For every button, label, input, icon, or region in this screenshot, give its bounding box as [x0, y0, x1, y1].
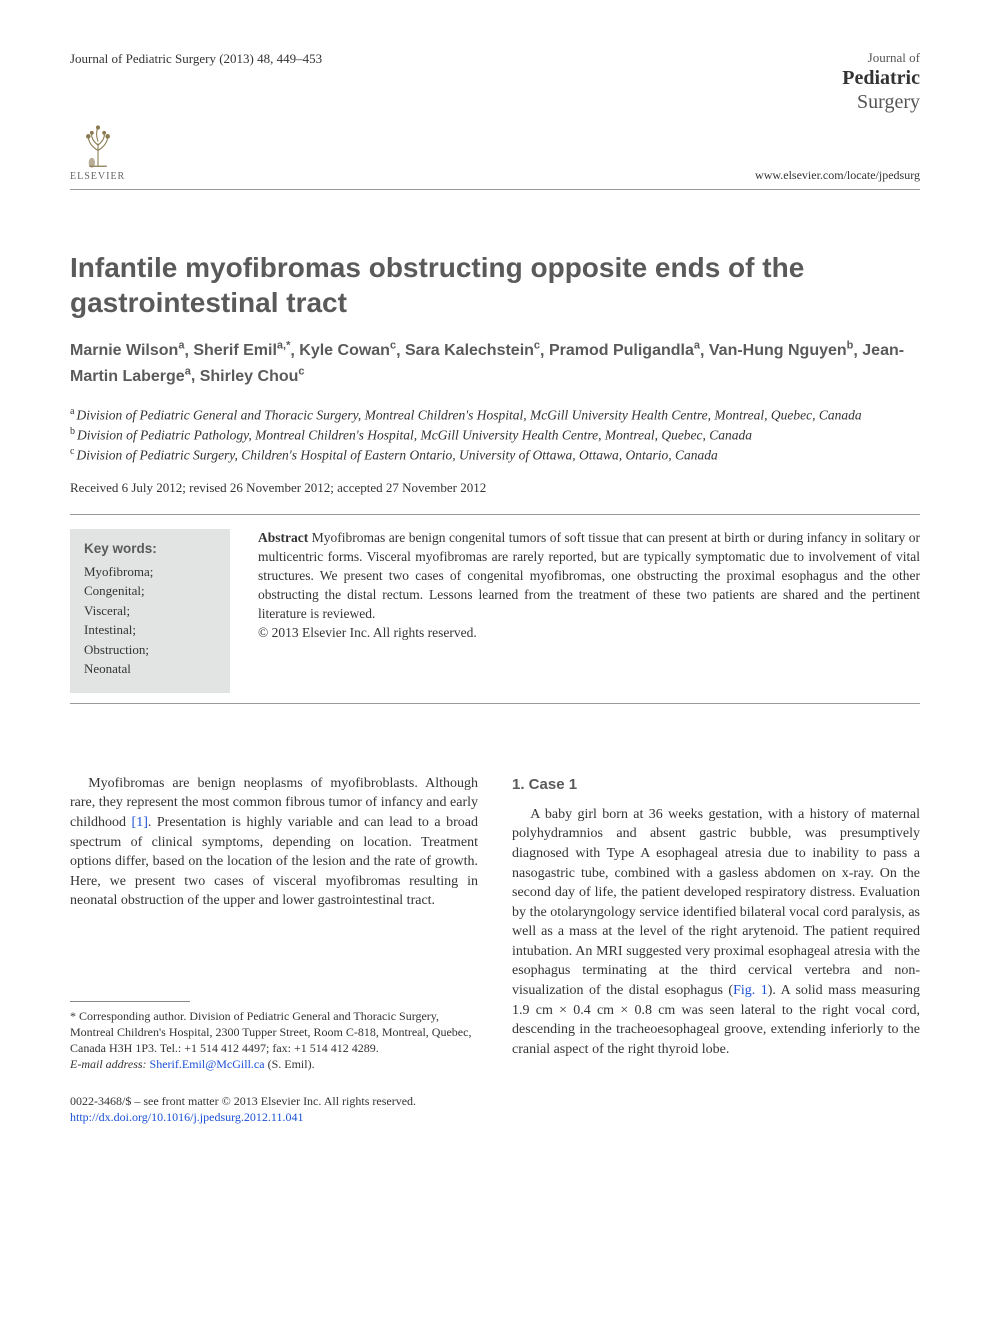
article-body: Myofibromas are benign neoplasms of myof… [70, 774, 920, 1073]
author-affil-sup: c [390, 340, 396, 352]
author: Pramod Puligandlaa [549, 342, 700, 359]
author: Van-Hung Nguyenb [709, 342, 854, 359]
author: Shirley Chouc [200, 368, 305, 385]
author: Sherif Emila,* [193, 342, 290, 359]
abstract-bottom-rule [70, 703, 920, 704]
abstract-label: Abstract [258, 530, 308, 545]
journal-url[interactable]: www.elsevier.com/locate/jpedsurg [755, 167, 920, 183]
page-header: Journal of Pediatric Surgery (2013) 48, … [70, 50, 920, 114]
author: Sara Kalechsteinc [405, 342, 540, 359]
elsevier-logo: ELSEVIER [70, 122, 125, 184]
keyword-item: Visceral; [84, 601, 216, 621]
footnotes-block: * Corresponding author. Division of Pedi… [70, 1008, 478, 1073]
abstract-block: Abstract Myofibromas are benign congenit… [258, 529, 920, 692]
author-affil-sup: c [534, 340, 540, 352]
keyword-item: Myofibroma; [84, 562, 216, 582]
author: Kyle Cowanc [299, 342, 396, 359]
header-rule [70, 189, 920, 190]
case1-text-pre: A baby girl born at 36 weeks gestation, … [512, 807, 920, 998]
journal-brand-line3: Surgery [842, 90, 920, 114]
abstract-copyright: © 2013 Elsevier Inc. All rights reserved… [258, 625, 477, 640]
abstract-text: Myofibromas are benign congenital tumors… [258, 530, 920, 621]
email-line: E-mail address: Sherif.Emil@McGill.ca (S… [70, 1056, 478, 1072]
keyword-item: Congenital; [84, 581, 216, 601]
affiliation-sup: c [70, 446, 74, 457]
article-title: Infantile myofibromas obstructing opposi… [70, 250, 920, 320]
author-affil-sup: b [847, 340, 854, 352]
author-list: Marnie Wilsona, Sherif Emila,*, Kyle Cow… [70, 338, 920, 389]
figure-link-1[interactable]: Fig. 1 [733, 983, 768, 998]
case1-paragraph: A baby girl born at 36 weeks gestation, … [512, 805, 920, 1060]
affiliation-line: cDivision of Pediatric Surgery, Children… [70, 445, 920, 465]
keywords-heading: Key words: [84, 539, 216, 559]
author-affil-sup: a [694, 340, 700, 352]
header-sub-row: ELSEVIER www.elsevier.com/locate/jpedsur… [70, 122, 920, 184]
affiliation-sup: b [70, 426, 75, 437]
citation-line: Journal of Pediatric Surgery (2013) 48, … [70, 50, 322, 68]
page-footer: 0022-3468/$ – see front matter © 2013 El… [70, 1093, 920, 1127]
affiliation-sup: a [70, 406, 74, 417]
keyword-item: Obstruction; [84, 640, 216, 660]
journal-brand-line2: Pediatric [842, 66, 920, 90]
footnote-separator [70, 1001, 190, 1002]
keyword-item: Intestinal; [84, 620, 216, 640]
keywords-list: Myofibroma;Congenital;Visceral;Intestina… [84, 562, 216, 679]
affiliation-line: aDivision of Pediatric General and Thora… [70, 405, 920, 425]
front-matter-line: 0022-3468/$ – see front matter © 2013 El… [70, 1093, 920, 1110]
email-label: E-mail address: [70, 1057, 147, 1071]
keywords-box: Key words: Myofibroma;Congenital;Viscera… [70, 529, 230, 692]
abstract-top-rule [70, 514, 920, 515]
intro-paragraph: Myofibromas are benign neoplasms of myof… [70, 774, 478, 911]
reference-link-1[interactable]: [1] [132, 815, 148, 830]
keyword-item: Neonatal [84, 659, 216, 679]
doi-link[interactable]: http://dx.doi.org/10.1016/j.jpedsurg.201… [70, 1109, 920, 1126]
journal-brand: Journal of Pediatric Surgery [842, 50, 920, 114]
author: Marnie Wilsona [70, 342, 184, 359]
elsevier-tree-icon [74, 122, 122, 170]
author-affil-sup: a,* [277, 340, 290, 352]
affiliations: aDivision of Pediatric General and Thora… [70, 405, 920, 465]
article-dates: Received 6 July 2012; revised 26 Novembe… [70, 479, 920, 497]
email-suffix: (S. Emil). [268, 1057, 315, 1071]
elsevier-label: ELSEVIER [70, 170, 125, 184]
keywords-abstract-row: Key words: Myofibroma;Congenital;Viscera… [70, 529, 920, 692]
corresponding-email[interactable]: Sherif.Emil@McGill.ca [150, 1057, 265, 1071]
affiliation-line: bDivision of Pediatric Pathology, Montre… [70, 425, 920, 445]
author-affil-sup: a [185, 365, 191, 377]
section-heading-case1: 1. Case 1 [512, 774, 920, 795]
author-affil-sup: a [178, 340, 184, 352]
author-affil-sup: c [298, 365, 304, 377]
journal-brand-line1: Journal of [842, 50, 920, 66]
corresponding-author-note: * Corresponding author. Division of Pedi… [70, 1008, 478, 1057]
